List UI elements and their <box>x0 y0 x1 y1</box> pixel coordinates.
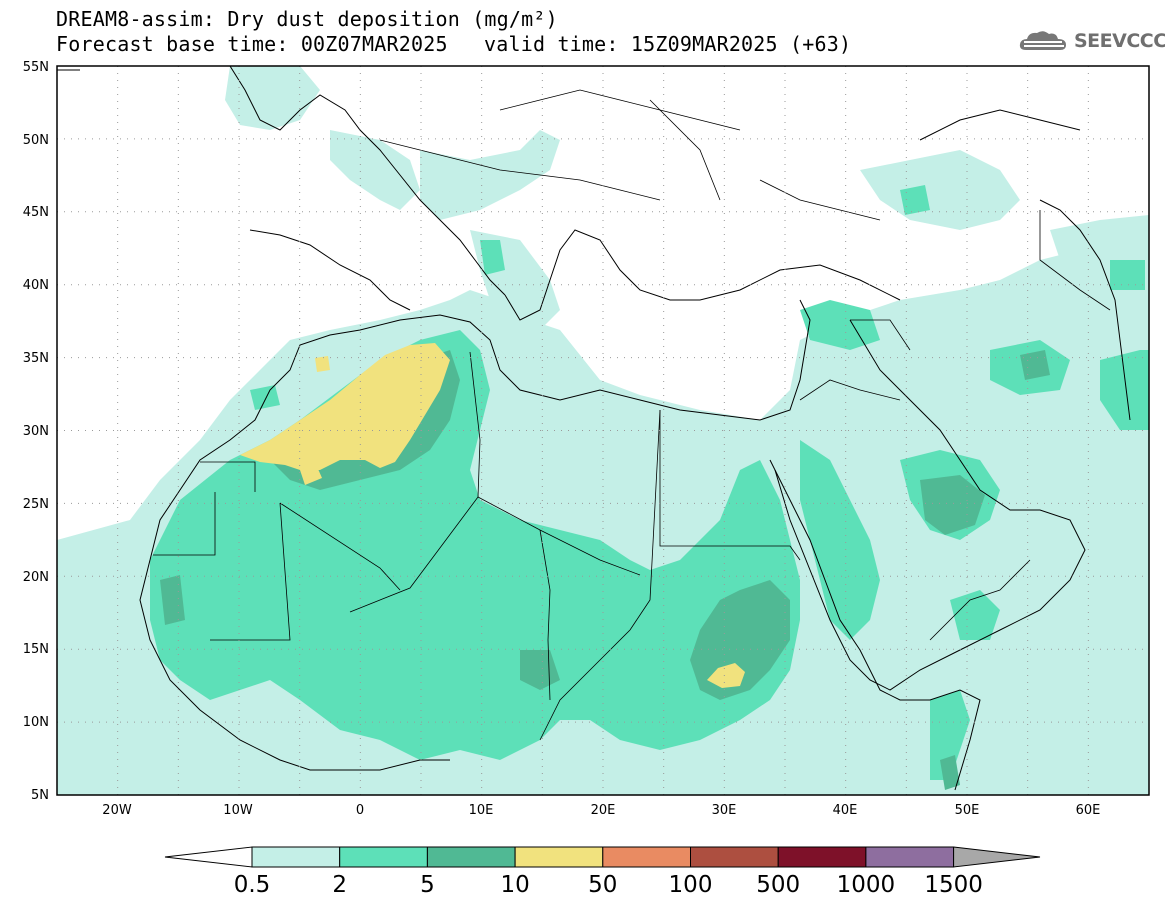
seevccc-logo: SEEVCCC <box>1018 28 1165 54</box>
colorbar-box <box>865 846 955 868</box>
lon-label: 10W <box>223 803 253 818</box>
cloud-logo-icon <box>1019 31 1066 50</box>
lon-label: 0 <box>356 803 364 818</box>
latitude-labels: 55N 50N 45N 40N 35N 30N 25N 20N 15N 10N … <box>23 60 49 803</box>
lat-label: 15N <box>23 642 49 657</box>
lon-label: 20W <box>102 803 132 818</box>
lon-label: 40E <box>833 803 858 818</box>
colorbar-label: 1500 <box>924 872 983 898</box>
colorbar-label: 10 <box>500 872 529 898</box>
plot-frame <box>56 65 1150 796</box>
colorbar-label: 100 <box>669 872 713 898</box>
contour-10-50 <box>240 343 745 688</box>
colorbar-box <box>777 846 867 868</box>
colorbar: 0.5 2 5 10 50 100 500 1000 1500 <box>164 846 1041 898</box>
colorbar-box <box>339 846 428 868</box>
colorbar-label: 5 <box>420 872 435 898</box>
lon-label: 60E <box>1076 803 1101 818</box>
base-time-text: Forecast base time: 00Z07MAR2025 <box>56 32 448 56</box>
lat-label: 30N <box>23 424 49 439</box>
colorbar-label: 1000 <box>837 872 896 898</box>
map-title: DREAM8-assim: Dry dust deposition (mg/m²… <box>56 7 558 31</box>
colorbar-box <box>426 846 516 868</box>
lon-label: 30E <box>712 803 737 818</box>
logo-text: SEEVCCC <box>1074 30 1165 52</box>
lat-label: 55N <box>23 60 49 75</box>
colorbar-box <box>690 846 779 868</box>
colorbar-label: 2 <box>332 872 347 898</box>
valid-time-text: valid time: 15Z09MAR2025 (+63) <box>484 32 852 56</box>
lon-label: 50E <box>955 803 980 818</box>
forecast-time-line: Forecast base time: 00Z07MAR2025 valid ti… <box>56 32 851 56</box>
lat-label: 20N <box>23 570 49 585</box>
lat-label: 25N <box>23 497 49 512</box>
colorbar-labels: 0.5 2 5 10 50 100 500 1000 1500 <box>234 872 983 898</box>
coastlines <box>57 66 1131 791</box>
lat-label: 35N <box>23 351 49 366</box>
lat-label: 5N <box>31 788 49 803</box>
colorbar-boxes <box>251 846 955 868</box>
lat-label: 50N <box>23 133 49 148</box>
colorbar-label: 0.5 <box>234 872 271 898</box>
country-borders <box>153 89 1111 741</box>
colorbar-box <box>602 846 691 868</box>
colorbar-under-arrow <box>164 846 253 868</box>
colorbar-box <box>251 846 341 868</box>
lon-label: 20E <box>591 803 616 818</box>
lat-label: 10N <box>23 715 49 730</box>
longitude-labels: 20W 10W 0 10E 20E 30E 40E 50E 60E <box>102 803 1100 818</box>
colorbar-box <box>514 846 604 868</box>
colorbar-over-arrow <box>953 846 1041 868</box>
graticule <box>57 66 1149 795</box>
colorbar-label: 500 <box>756 872 800 898</box>
colorbar-label: 50 <box>588 872 617 898</box>
lon-label: 10E <box>469 803 494 818</box>
lat-label: 40N <box>23 278 49 293</box>
lat-label: 45N <box>23 205 49 220</box>
